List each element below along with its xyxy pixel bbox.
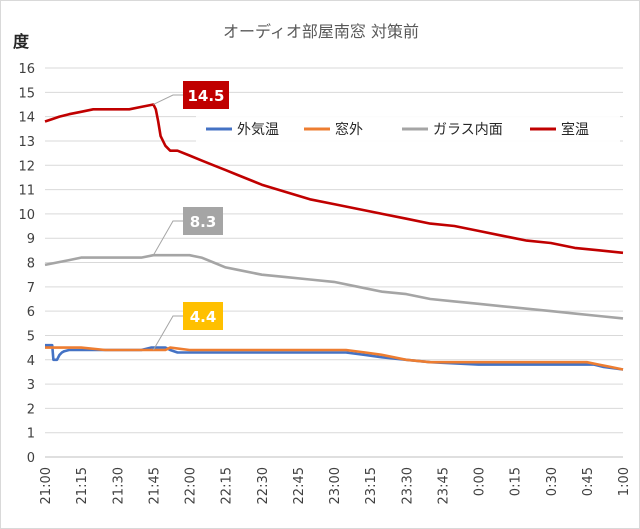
x-tick-label: 21:15 bbox=[75, 467, 90, 504]
y-axis-unit-label: 度 bbox=[13, 32, 30, 51]
y-tick-label: 2 bbox=[27, 402, 35, 417]
x-tick-label: 0:00 bbox=[473, 467, 488, 496]
chart-title: オーディオ部屋南窓 対策前 bbox=[223, 22, 419, 41]
y-tick-label: 5 bbox=[27, 329, 35, 344]
series-line-1 bbox=[45, 346, 624, 371]
x-tick-label: 22:15 bbox=[220, 467, 235, 504]
y-tick-label: 13 bbox=[18, 135, 35, 150]
data-label: 14.5 bbox=[187, 87, 224, 105]
x-tick-label: 21:00 bbox=[39, 467, 54, 504]
y-tick-label: 3 bbox=[27, 378, 35, 393]
x-tick-label: 23:30 bbox=[400, 467, 415, 504]
callout-leader bbox=[153, 94, 183, 105]
y-tick-label: 1 bbox=[27, 427, 35, 442]
x-tick-label: 0:30 bbox=[545, 467, 560, 496]
y-tick-label: 7 bbox=[27, 281, 35, 296]
x-tick-label: 22:45 bbox=[292, 467, 307, 504]
series-line-3 bbox=[44, 103, 624, 255]
legend-label: 外気温 bbox=[237, 122, 279, 138]
x-tick-label: 23:45 bbox=[436, 467, 451, 504]
legend: 外気温 窓外 ガラス内面 室温 bbox=[196, 115, 620, 143]
x-tick-label: 0:45 bbox=[581, 467, 596, 496]
series-line-0 bbox=[45, 343, 624, 371]
y-tick-label: 0 bbox=[27, 451, 35, 466]
callout-box bbox=[183, 81, 229, 109]
series-lines bbox=[44, 103, 624, 371]
y-tick-label: 11 bbox=[18, 184, 35, 199]
legend-label: ガラス内面 bbox=[433, 122, 503, 138]
y-tick-label: 10 bbox=[18, 208, 35, 223]
callout-leader bbox=[152, 315, 183, 351]
callout-box bbox=[183, 302, 223, 330]
x-tick-label: 1:00 bbox=[617, 467, 632, 496]
x-tick-label: 21:30 bbox=[111, 467, 126, 504]
data-label: 8.3 bbox=[190, 213, 217, 231]
x-tick-label: 22:00 bbox=[184, 467, 199, 504]
x-axis-ticks: 21:00 21:15 21:30 21:45 22:00 22:15 22:30 22:45… bbox=[39, 467, 632, 504]
y-tick-label: 8 bbox=[27, 257, 35, 272]
x-tick-label: 21:45 bbox=[147, 467, 162, 504]
y-tick-label: 4 bbox=[27, 354, 35, 369]
y-tick-label: 16 bbox=[18, 62, 35, 77]
legend-label: 室温 bbox=[561, 121, 589, 138]
callout-box bbox=[183, 207, 223, 235]
x-tick-label: 23:15 bbox=[364, 467, 379, 504]
x-tick-label: 0:15 bbox=[509, 467, 524, 496]
y-tick-label: 9 bbox=[27, 232, 35, 247]
x-tick-label: 22:30 bbox=[256, 467, 271, 504]
data-label: 4.4 bbox=[190, 308, 217, 326]
callouts: 14.5 8.3 4.4 bbox=[152, 81, 229, 351]
callout-leader bbox=[152, 220, 183, 256]
x-tick-label: 23:00 bbox=[328, 467, 343, 504]
y-tick-label: 14 bbox=[18, 111, 35, 126]
y-tick-label: 6 bbox=[27, 305, 35, 320]
legend-label: 窓外 bbox=[335, 121, 363, 138]
y-tick-label: 15 bbox=[18, 86, 35, 101]
series-line-2 bbox=[44, 253, 624, 320]
y-tick-label: 12 bbox=[18, 159, 35, 174]
